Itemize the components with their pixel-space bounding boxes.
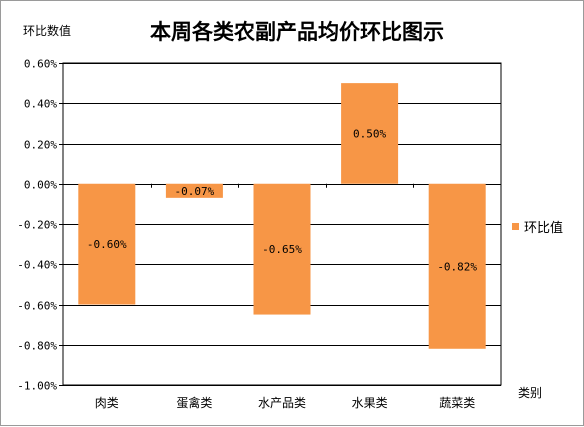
y-tick-label: 0.40% <box>24 98 57 111</box>
y-tick-label: -0.40% <box>17 259 57 272</box>
y-tick-label: -0.20% <box>17 219 57 232</box>
x-tick-label: 水果类 <box>352 396 388 410</box>
data-label: -0.82% <box>437 260 477 273</box>
axis-layer: 0.60% 0.40% 0.20% 0.00% -0.20% -0.40% -0.60% -0… <box>17 58 475 411</box>
bar-4 <box>341 83 399 184</box>
data-label: -0.07% <box>175 185 215 198</box>
data-label: 0.50% <box>353 127 386 140</box>
y-tick-label: -0.60% <box>17 300 57 313</box>
bar-5 <box>428 183 486 349</box>
y-tick-label: 0.00% <box>24 179 57 192</box>
y-tick-label: 0.20% <box>24 139 57 152</box>
y-tick-label: -0.80% <box>17 340 57 353</box>
bar-3 <box>253 183 311 315</box>
legend: 环比值 <box>512 220 563 236</box>
x-tick-label: 蔬菜类 <box>439 396 475 410</box>
y-tick-label: 0.60% <box>24 58 57 71</box>
bar-2 <box>165 183 223 198</box>
legend-label: 环比值 <box>524 220 563 236</box>
chart-title: 本周各类农副产品均价环比图示 <box>150 19 444 44</box>
bar-layer: -0.60% -0.07% -0.65% 0.50% -0.82% <box>78 83 486 349</box>
grid-layer <box>62 62 502 386</box>
x-tick-label: 水产品类 <box>258 396 306 410</box>
x-axis-label: 类别 <box>518 386 542 400</box>
y-tick-label: -1.00% <box>17 380 57 393</box>
data-label: -0.65% <box>262 243 302 256</box>
legend-swatch <box>512 223 519 230</box>
bar-1 <box>78 183 136 305</box>
x-tick-label: 蛋禽类 <box>176 395 212 410</box>
data-label: -0.60% <box>87 238 127 251</box>
x-tick-label: 肉类 <box>95 396 119 410</box>
y-axis-label: 环比数值 <box>23 23 71 38</box>
